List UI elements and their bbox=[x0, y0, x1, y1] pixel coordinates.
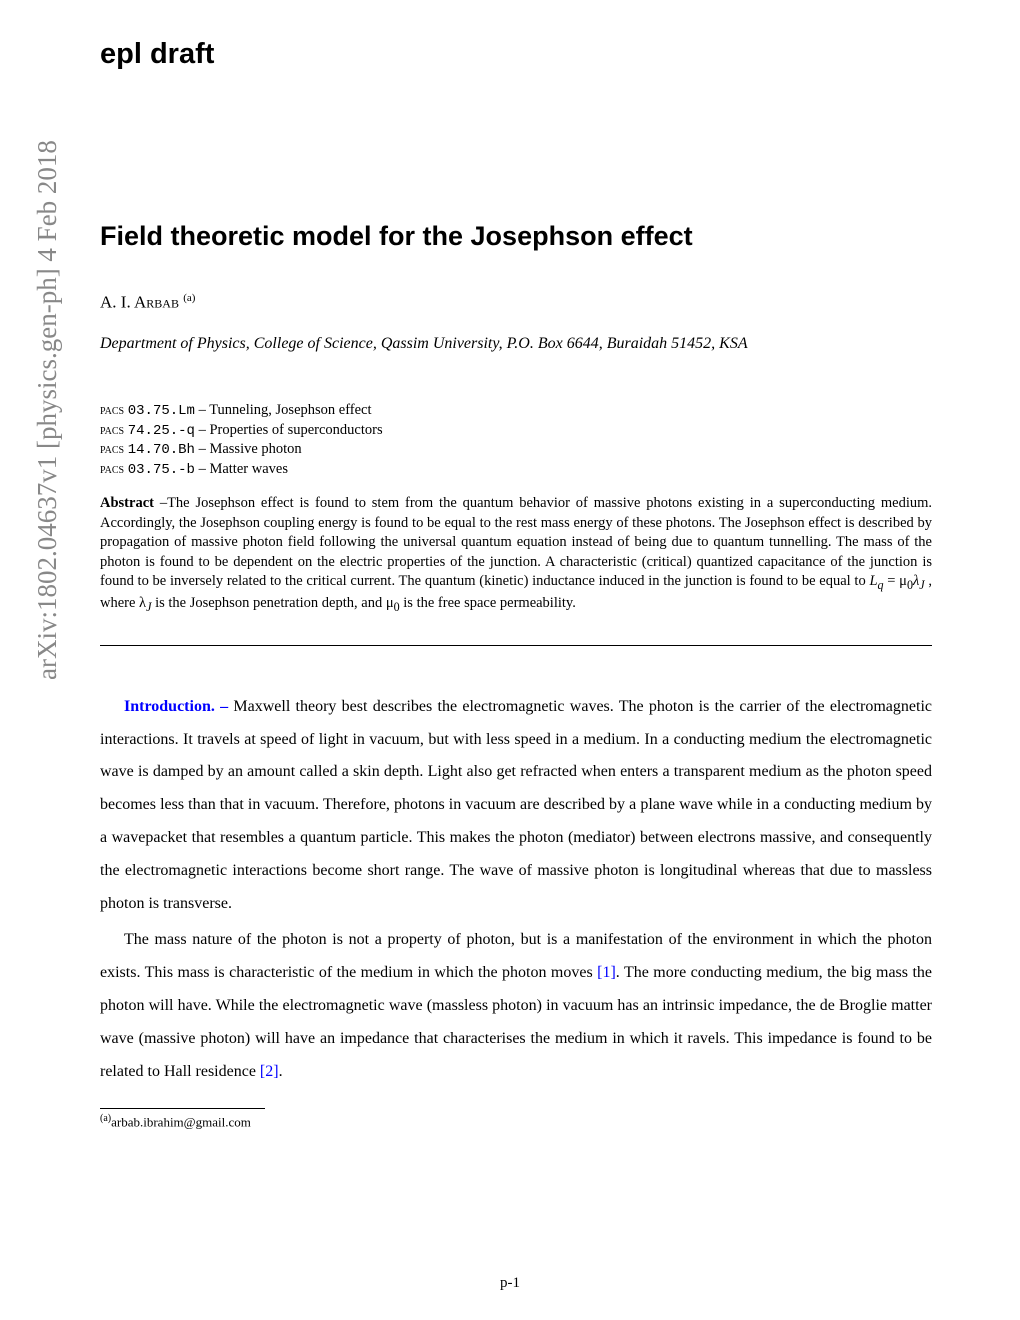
formula: = μ bbox=[884, 573, 907, 589]
pacs-code: 03.75.Lm bbox=[128, 403, 195, 419]
pacs-desc: Tunneling, Josephson effect bbox=[209, 402, 371, 418]
footnote: (a)arbab.ibrahim@gmail.com bbox=[100, 1113, 932, 1130]
citation[interactable]: [2] bbox=[260, 1063, 279, 1080]
paragraph: Introduction. – Maxwell theory best desc… bbox=[100, 691, 932, 921]
paragraph-text: . The more conducting medium, the big ma… bbox=[100, 964, 932, 1079]
abstract-label: Abstract bbox=[100, 495, 154, 511]
pacs-label: pacs bbox=[100, 422, 124, 438]
arxiv-stamp: arXiv:1802.04637v1 [physics.gen-ph] 4 Fe… bbox=[32, 140, 63, 680]
page-number: p-1 bbox=[0, 1275, 1020, 1292]
pacs-desc: Massive photon bbox=[209, 441, 301, 457]
pacs-code: 74.25.-q bbox=[128, 423, 195, 439]
pacs-desc: Matter waves bbox=[209, 461, 288, 477]
footnote-rule bbox=[100, 1108, 265, 1109]
pacs-code: 14.70.Bh bbox=[128, 442, 195, 458]
pacs-item: pacs 03.75.Lm – Tunneling, Josephson eff… bbox=[100, 401, 932, 421]
footnote-sup: (a) bbox=[100, 1113, 111, 1124]
abstract-text: is the Josephson penetration depth, and … bbox=[151, 595, 393, 611]
abstract-text: is the free space permeability. bbox=[400, 595, 576, 611]
section-header: Introduction. – bbox=[124, 698, 228, 715]
pacs-item: pacs 03.75.-b – Matter waves bbox=[100, 460, 932, 480]
page-content: epl draft Field theoretic model for the … bbox=[0, 0, 1020, 1131]
paper-title: Field theoretic model for the Josephson … bbox=[100, 221, 932, 252]
pacs-label: pacs bbox=[100, 441, 124, 457]
abstract: Abstract –The Josephson effect is found … bbox=[100, 494, 932, 615]
paragraph-text: . bbox=[279, 1063, 283, 1080]
author: A. I. Arbab (a) bbox=[100, 292, 932, 313]
author-sup: (a) bbox=[183, 292, 195, 304]
formula: L bbox=[869, 573, 877, 589]
pacs-item: pacs 74.25.-q – Properties of supercondu… bbox=[100, 421, 932, 441]
footnote-text: arbab.ibrahim@gmail.com bbox=[111, 1115, 251, 1130]
paragraph: The mass nature of the photon is not a p… bbox=[100, 924, 932, 1088]
draft-header: epl draft bbox=[100, 38, 932, 71]
pacs-label: pacs bbox=[100, 402, 124, 418]
author-name: A. I. Arbab bbox=[100, 293, 179, 312]
pacs-list: pacs 03.75.Lm – Tunneling, Josephson eff… bbox=[100, 401, 932, 481]
affiliation: Department of Physics, College of Scienc… bbox=[100, 335, 932, 353]
body-text: Introduction. – Maxwell theory best desc… bbox=[100, 691, 932, 1089]
pacs-item: pacs 14.70.Bh – Massive photon bbox=[100, 440, 932, 460]
paragraph-text: Maxwell theory best describes the electr… bbox=[100, 698, 932, 912]
separator-rule bbox=[100, 645, 932, 646]
pacs-desc: Properties of superconductors bbox=[209, 422, 382, 438]
abstract-text: –The Josephson effect is found to stem f… bbox=[100, 495, 932, 589]
pacs-code: 03.75.-b bbox=[128, 462, 195, 478]
citation[interactable]: [1] bbox=[597, 964, 616, 981]
pacs-label: pacs bbox=[100, 461, 124, 477]
